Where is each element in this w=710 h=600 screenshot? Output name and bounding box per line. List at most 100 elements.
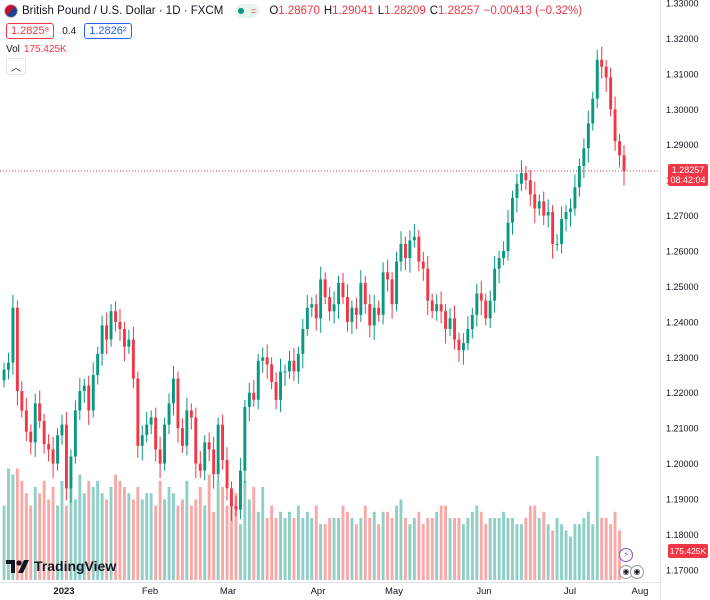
candle-body: [118, 321, 122, 329]
volume-bar: [546, 524, 550, 580]
candle-body: [109, 311, 113, 340]
volume-bar: [243, 480, 247, 580]
candle-body: [274, 382, 278, 400]
candle-body: [234, 506, 238, 510]
volume-bar: [158, 480, 162, 580]
volume-bar: [105, 499, 108, 580]
volume-bar: [506, 518, 510, 580]
volume-bar: [225, 505, 229, 580]
low-label: L: [377, 5, 385, 17]
candle-body: [47, 444, 51, 450]
y-tick-label: 1.22000: [666, 388, 699, 398]
volume-bar: [252, 487, 256, 580]
volume-bar: [466, 518, 470, 580]
volume-bar: [20, 480, 24, 580]
tradingview-logo[interactable]: TradingView: [6, 558, 116, 574]
volume-bar: [78, 474, 82, 580]
bar-countdown: 08:42:04: [670, 175, 706, 185]
volume-bar: [573, 524, 577, 580]
candle-body: [466, 329, 470, 344]
volume-bar: [484, 524, 488, 580]
volume-bar: [65, 505, 68, 580]
candle-body: [381, 272, 385, 315]
symbol-title[interactable]: British Pound / U.S. Dollar · 1D · FXCM: [22, 5, 224, 17]
open-label: O: [269, 5, 279, 17]
candle-body: [551, 212, 555, 244]
y-tick-label: 1.19000: [666, 495, 699, 505]
volume-bar: [221, 487, 224, 580]
volume-bar: [261, 487, 265, 580]
volume-bar: [564, 530, 568, 580]
candle-body: [185, 410, 189, 446]
volume-bar: [131, 499, 135, 580]
volume-bar: [577, 524, 581, 580]
candle-body: [181, 428, 184, 446]
candle-body: [577, 166, 581, 188]
candle-body: [243, 406, 247, 471]
compare-icon: =: [250, 6, 257, 16]
volume-bar: [87, 480, 91, 580]
y-tick-label: 1.29000: [666, 140, 699, 150]
candle-body: [207, 442, 211, 450]
volume-bar: [314, 505, 318, 580]
candle-body: [368, 304, 372, 326]
candle-body: [149, 417, 153, 425]
candle-body: [221, 424, 224, 460]
volume-bar: [386, 511, 389, 580]
candle-body: [247, 392, 251, 407]
tradingview-logo-icon: [6, 560, 29, 573]
candle-body: [189, 410, 193, 418]
candle-body: [292, 360, 296, 372]
volume-bar: [239, 524, 242, 580]
candle-body: [123, 329, 126, 347]
volume-label: Vol: [6, 44, 20, 55]
candle-body: [533, 194, 537, 209]
candle-body: [448, 318, 452, 329]
volume-bar: [216, 480, 220, 580]
volume-bar: [520, 524, 523, 580]
open-value: 1.28670: [278, 5, 320, 17]
volume-bar: [114, 474, 117, 580]
candle-body: [359, 282, 363, 315]
high-label: H: [323, 5, 333, 17]
candle-body: [372, 307, 376, 326]
candle-body: [363, 282, 367, 305]
volume-legend[interactable]: Vol 175.425K: [6, 44, 67, 55]
candle-body: [435, 304, 439, 312]
candle-body: [105, 325, 108, 340]
volume-bar: [176, 505, 180, 580]
sell-button[interactable]: 1.2825⁸: [6, 23, 55, 39]
y-tick-label: 1.21000: [666, 424, 699, 434]
candle-body: [560, 219, 563, 244]
volume-bar: [33, 487, 37, 580]
lightning-event-icon[interactable]: ⚡: [619, 548, 633, 562]
volume-bar: [515, 524, 519, 580]
volume-bar: [230, 499, 233, 580]
volume-bar: [127, 493, 131, 580]
volume-bar: [296, 505, 300, 580]
candle-body: [314, 304, 318, 319]
y-tick-label: 1.17000: [666, 565, 699, 575]
volume-bar: [29, 505, 33, 580]
volume-bar: [341, 505, 345, 580]
candle-body: [212, 449, 216, 475]
volume-bar: [100, 493, 104, 580]
us-event-icon[interactable]: ◉: [630, 565, 644, 579]
volume-bar: [479, 511, 483, 580]
collapse-legend-button[interactable]: ︿: [6, 58, 26, 75]
candle-body: [502, 251, 505, 259]
volume-bar: [310, 518, 314, 580]
candle-body: [564, 212, 568, 220]
volume-bar: [421, 524, 425, 580]
volume-bar: [613, 511, 617, 580]
volume-bar: [497, 518, 501, 580]
buy-button[interactable]: 1.2826²: [84, 23, 132, 39]
volume-bar: [212, 511, 216, 580]
volume-bar: [595, 456, 599, 580]
candle-body: [622, 155, 626, 171]
candle-body: [595, 59, 599, 99]
market-status-icon[interactable]: =: [235, 4, 260, 18]
y-tick-label: 1.33000: [666, 0, 699, 9]
